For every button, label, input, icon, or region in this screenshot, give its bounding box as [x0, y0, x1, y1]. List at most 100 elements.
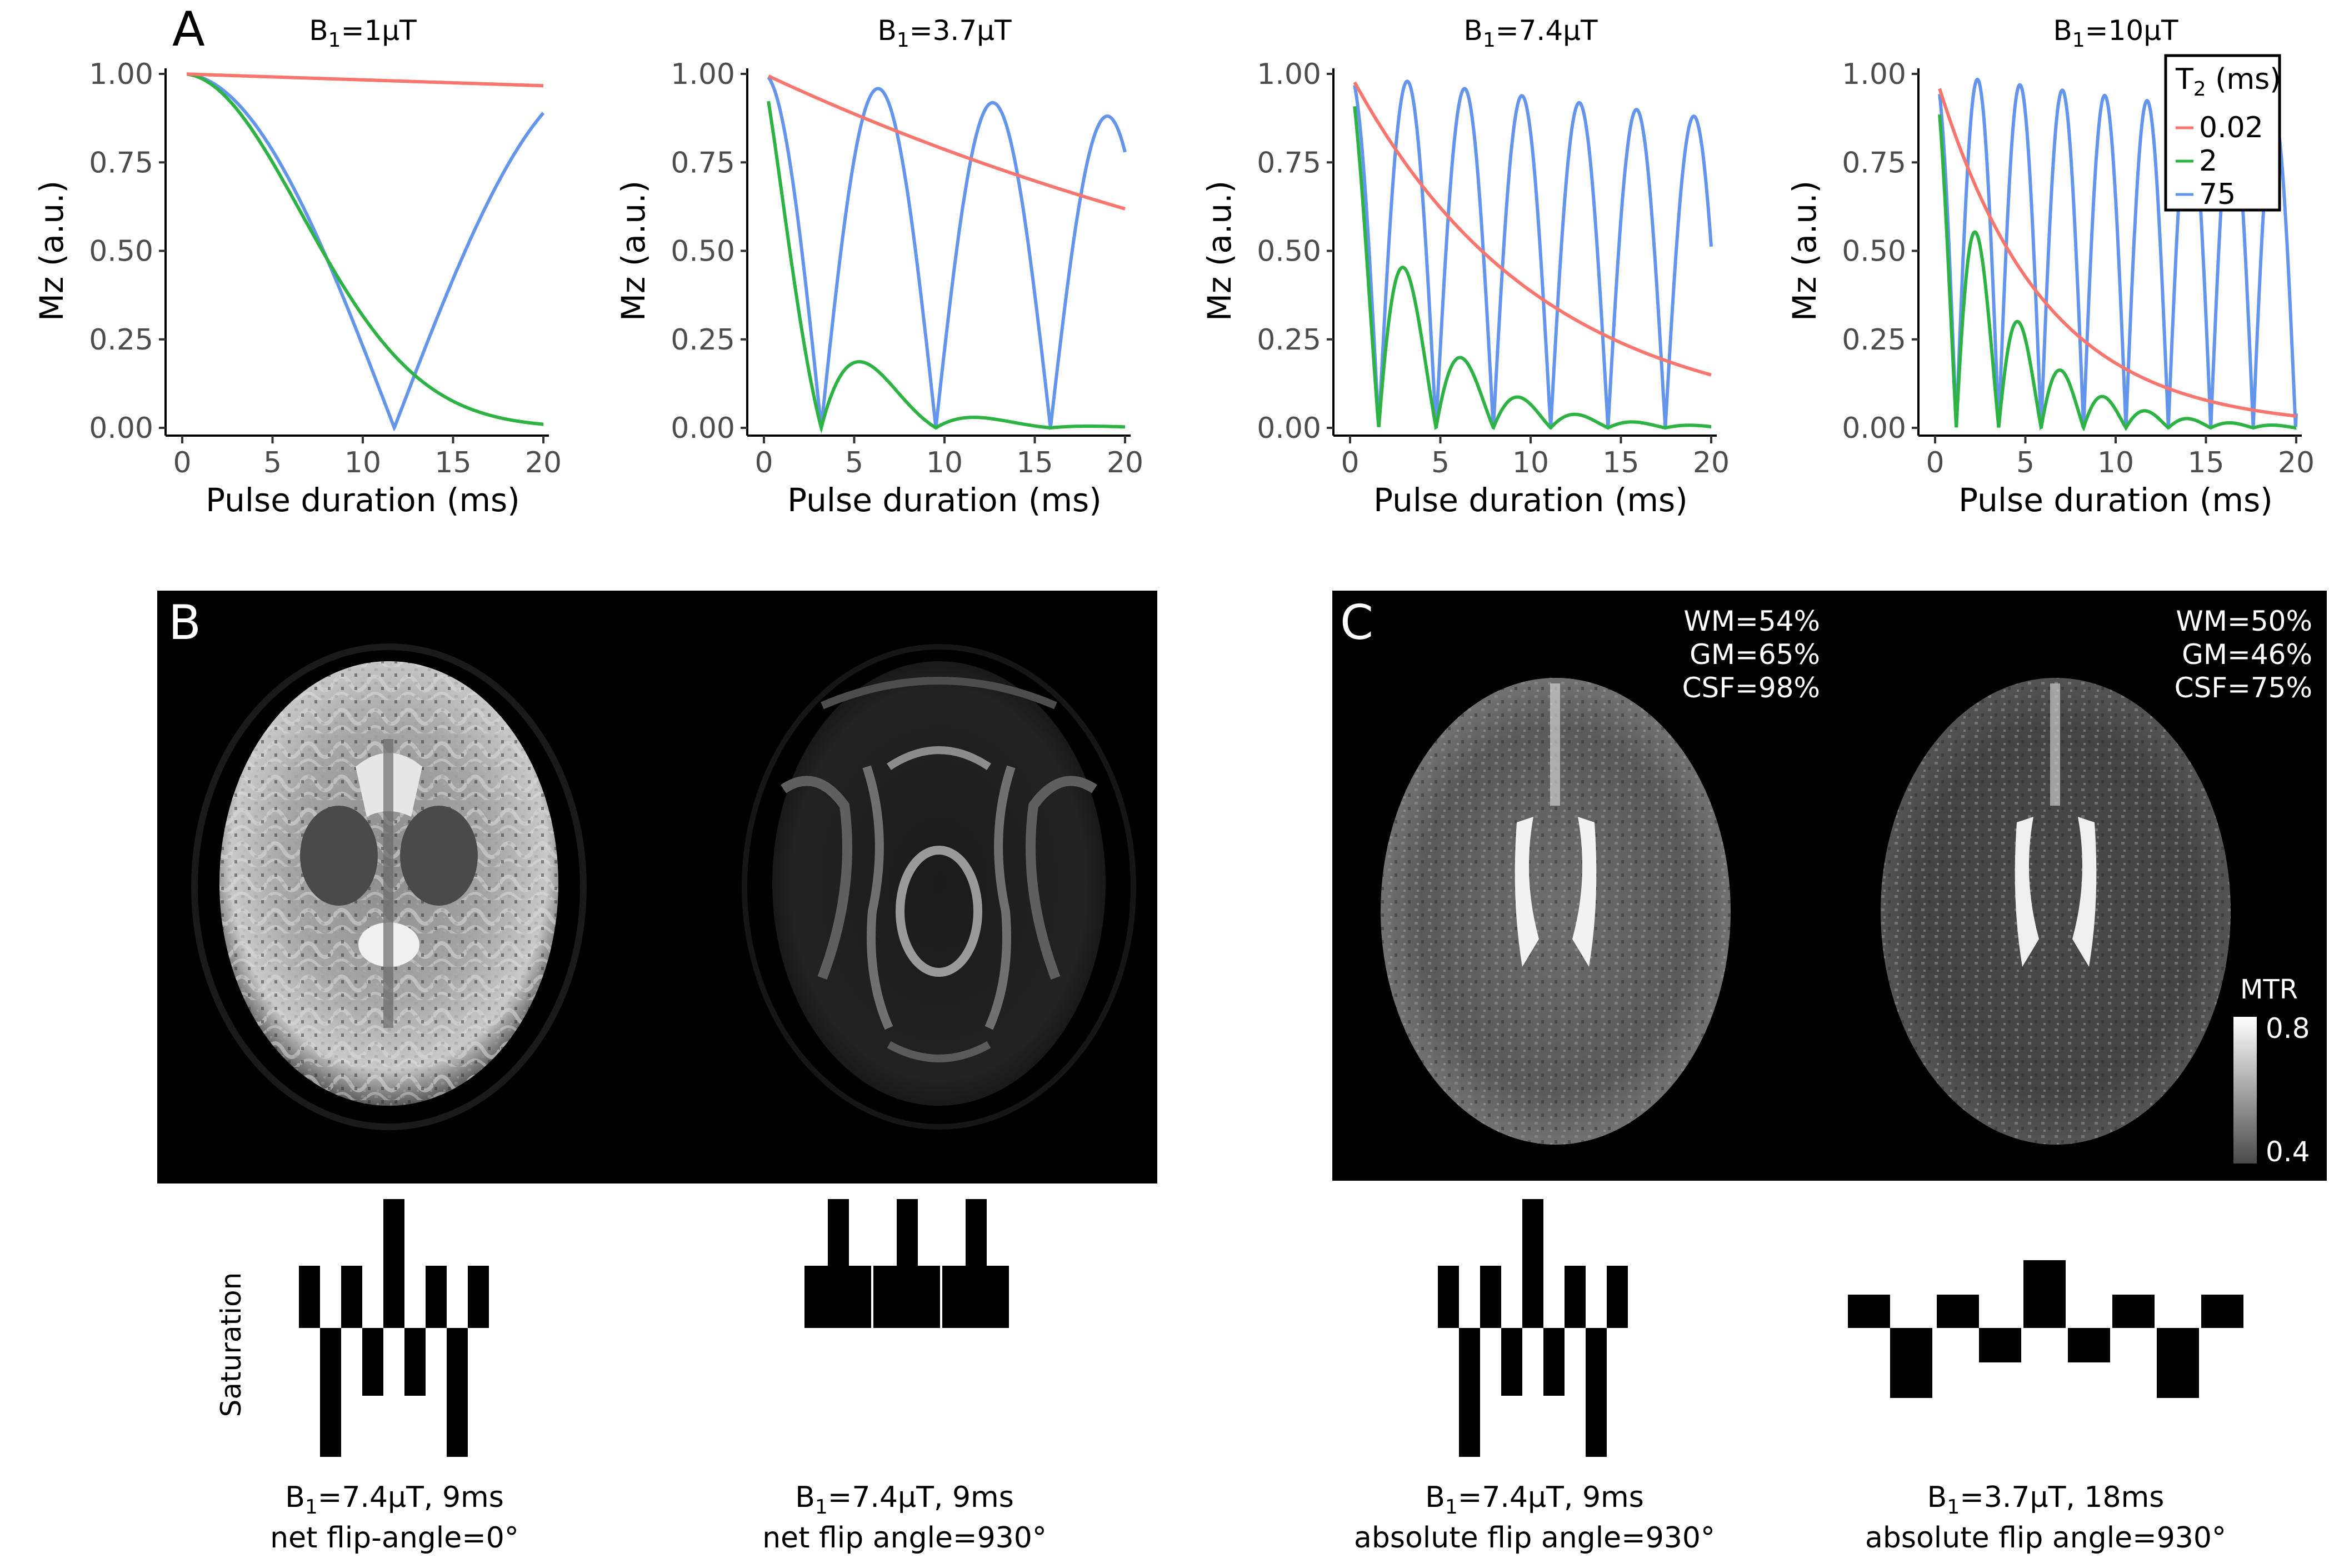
x-tick-label: 0	[1341, 446, 1359, 480]
pulse-train-abs-930-b	[1848, 1260, 2243, 1398]
tissue-stats-1: WM=54% GM=65% CSF=98%	[1682, 605, 1820, 704]
x-tick-label: 20	[2278, 446, 2315, 480]
y-tick-label: 0.25	[89, 323, 153, 357]
pulse-caption-b2-line2: net flip angle=930°	[762, 1521, 1047, 1555]
y-tick-label: 0.25	[671, 323, 735, 357]
pulse-caption-b1-line2: net flip-angle=0°	[270, 1521, 519, 1555]
colorbar-gradient	[2233, 1017, 2257, 1163]
y-tick-label: 0.75	[671, 146, 735, 179]
series-line-red	[767, 74, 1126, 211]
x-axis-label: Pulse duration (ms)	[1373, 481, 1688, 519]
y-tick-label: 0.50	[671, 235, 735, 268]
x-tick-label: 5	[1431, 446, 1450, 480]
x-tick-label: 5	[263, 446, 282, 480]
stat-csf: CSF=75%	[2175, 672, 2312, 704]
stat-wm: WM=54%	[1683, 605, 1820, 637]
y-tick-label: 0.50	[1257, 235, 1321, 268]
x-tick-label: 5	[2016, 446, 2035, 480]
saturation-axis-label: Saturation	[215, 1272, 247, 1417]
tissue-stats-2: WM=50% GM=46% CSF=75%	[2175, 605, 2312, 704]
x-tick-label: 15	[1016, 446, 1053, 480]
y-tick-label: 0.00	[1257, 412, 1321, 445]
x-axis-label: Pulse duration (ms)	[1958, 481, 2273, 519]
mri-image-saturation-0	[191, 643, 587, 1130]
y-tick-label: 0.25	[1257, 323, 1321, 357]
x-tick-label: 10	[2097, 446, 2134, 480]
colorbar-max: 0.8	[2266, 1012, 2310, 1045]
x-tick-label: 15	[1602, 446, 1639, 480]
x-tick-label: 20	[1107, 446, 1143, 480]
x-tick-label: 10	[344, 446, 381, 480]
y-tick-label: 0.75	[1842, 146, 1906, 179]
x-tick-label: 0	[754, 446, 773, 480]
subplot-title: B1=1μT	[309, 14, 417, 52]
x-tick-label: 0	[1926, 446, 1944, 480]
x-tick-label: 10	[926, 446, 963, 480]
x-tick-label: 15	[2187, 446, 2224, 480]
stat-wm: WM=50%	[2176, 605, 2312, 637]
colorbar-title: MTR	[2240, 974, 2298, 1005]
pulse-caption-c2: B1=3.7μT, 18ms	[1927, 1481, 2165, 1519]
y-tick-label: 0.50	[89, 235, 153, 268]
pulse-caption-c2-line2: absolute flip angle=930°	[1865, 1521, 2226, 1555]
series-line-red	[1353, 81, 1712, 377]
pulse-train-net-0	[299, 1199, 489, 1457]
panel-b: B Saturation B1=7.4μT, 9ms net flip-an	[157, 591, 1157, 1555]
pulse-caption-b2: B1=7.4μT, 9ms	[795, 1481, 1014, 1519]
series-line-blue	[767, 76, 1127, 430]
x-axis-label: Pulse duration (ms)	[787, 481, 1102, 519]
mtr-map-7p4uT	[1381, 678, 1731, 1145]
y-tick-label: 0.50	[1842, 235, 1906, 268]
subplot-title: B1=7.4μT	[1464, 14, 1598, 52]
legend-entry: 0.02	[2199, 111, 2263, 144]
pulse-train-net-930	[804, 1199, 1009, 1328]
y-tick-label: 0.75	[89, 146, 153, 179]
pulse-caption-c1-line2: absolute flip angle=930°	[1354, 1521, 1715, 1555]
y-tick-label: 0.00	[671, 412, 735, 445]
x-tick-label: 10	[1512, 446, 1549, 480]
x-tick-label: 20	[1693, 446, 1730, 480]
series-line-blue	[186, 72, 545, 432]
subplot-title: B1=3.7μT	[878, 14, 1012, 52]
stat-gm: GM=65%	[1690, 638, 1820, 671]
x-tick-label: 5	[845, 446, 863, 480]
y-tick-label: 1.00	[671, 58, 735, 91]
y-tick-label: 0.75	[1257, 146, 1321, 179]
pulse-train-abs-930-a	[1438, 1199, 1628, 1457]
y-tick-label: 0.25	[1842, 323, 1906, 357]
series-line-green	[186, 72, 544, 426]
y-axis-label: Mz (a.u.)	[1786, 181, 1823, 321]
pulse-caption-c1: B1=7.4μT, 9ms	[1425, 1481, 1644, 1519]
y-axis-label: Mz (a.u.)	[33, 181, 71, 321]
pulse-caption-b1: B1=7.4μT, 9ms	[285, 1481, 504, 1519]
legend-entry: 75	[2199, 178, 2236, 211]
y-tick-label: 1.00	[89, 58, 153, 91]
mri-image-saturation-930	[742, 644, 1136, 1130]
panel-c: C WM=54% GM=65% CSF=98% WM=50% GM=46% CS…	[1332, 591, 2327, 1555]
stat-csf: CSF=98%	[1682, 672, 1820, 704]
panel-b-letter: B	[168, 595, 201, 651]
x-tick-label: 15	[434, 446, 471, 480]
legend-title: T2 (ms)	[2175, 63, 2281, 101]
y-tick-label: 0.00	[1842, 412, 1906, 445]
series-line-blue	[1353, 79, 1713, 431]
series-line-red	[1938, 88, 2296, 418]
series-line-green	[1353, 106, 1711, 430]
x-axis-label: Pulse duration (ms)	[206, 481, 520, 519]
panel-a-letter: A	[172, 2, 205, 57]
y-tick-label: 1.00	[1842, 58, 1906, 91]
x-tick-label: 20	[525, 446, 562, 480]
legend-box	[2164, 54, 2281, 212]
panel-c-letter: C	[1340, 595, 1373, 651]
x-tick-label: 0	[173, 446, 191, 480]
series-line-green	[767, 101, 1125, 434]
legend-entry: 2	[2199, 144, 2217, 178]
y-tick-label: 0.00	[89, 412, 153, 445]
stat-gm: GM=46%	[2182, 638, 2312, 671]
y-tick-label: 1.00	[1257, 58, 1321, 91]
colorbar-min: 0.4	[2266, 1136, 2310, 1168]
